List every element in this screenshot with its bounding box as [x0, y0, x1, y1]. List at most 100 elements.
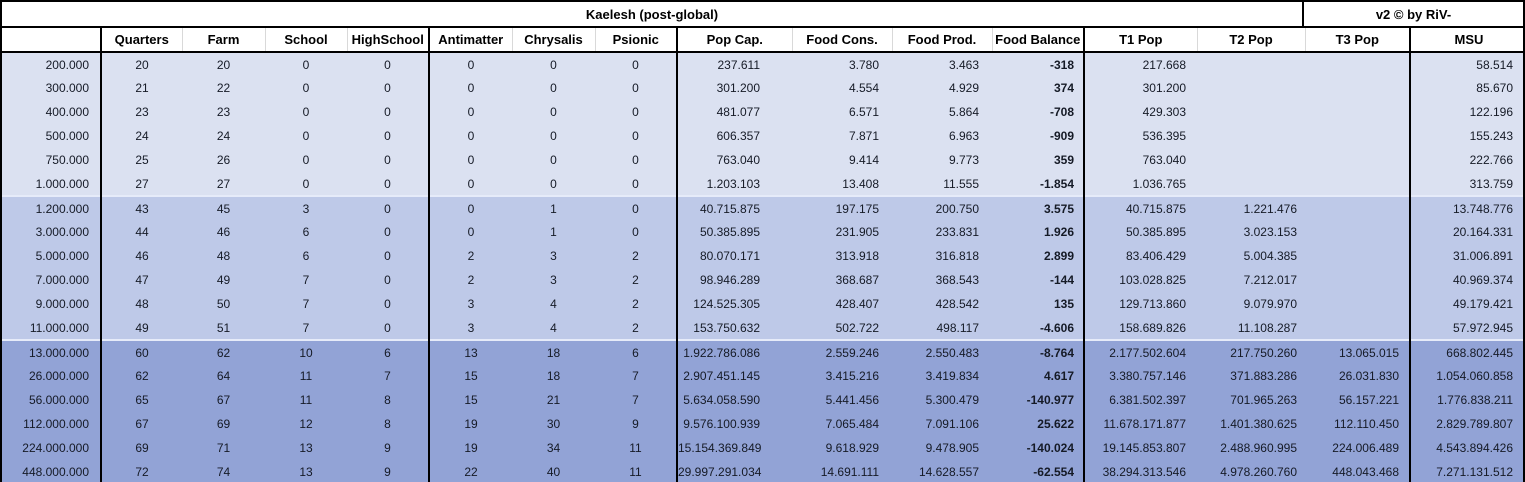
cell-food_cons[interactable]: 368.687	[792, 268, 892, 292]
cell-chrysalis[interactable]: 30	[512, 412, 595, 436]
cell-population[interactable]: 400.000	[2, 100, 101, 124]
cell-psionic[interactable]: 7	[595, 364, 677, 388]
cell-chrysalis[interactable]: 3	[512, 268, 595, 292]
cell-pop_cap[interactable]: 1.203.103	[676, 172, 792, 196]
cell-antimatter[interactable]: 0	[428, 100, 512, 124]
cell-food_prod[interactable]: 316.818	[892, 244, 992, 268]
cell-food_balance[interactable]: -708	[992, 100, 1084, 124]
cell-highschool[interactable]: 0	[347, 100, 429, 124]
cell-t1_pop[interactable]: 6.381.502.397	[1083, 388, 1197, 412]
cell-msu[interactable]: 122.196	[1409, 100, 1523, 124]
column-header-t3_pop[interactable]: T3 Pop	[1304, 28, 1410, 53]
cell-t2_pop[interactable]: 371.883.286	[1197, 364, 1305, 388]
cell-highschool[interactable]: 0	[347, 268, 429, 292]
cell-farm[interactable]: 67	[182, 388, 265, 412]
cell-food_balance[interactable]: 2.899	[992, 244, 1084, 268]
cell-t3_pop[interactable]	[1305, 172, 1410, 196]
cell-food_balance[interactable]: -140.024	[992, 436, 1084, 460]
cell-t1_pop[interactable]: 2.177.502.604	[1083, 339, 1197, 364]
cell-antimatter[interactable]: 0	[428, 220, 512, 244]
column-header-antimatter[interactable]: Antimatter	[428, 28, 512, 53]
cell-t3_pop[interactable]	[1305, 148, 1410, 172]
cell-school[interactable]: 11	[265, 388, 347, 412]
cell-quarters[interactable]: 47	[100, 268, 182, 292]
cell-antimatter[interactable]: 3	[428, 316, 512, 340]
cell-quarters[interactable]: 72	[100, 460, 182, 482]
cell-t1_pop[interactable]: 103.028.825	[1083, 268, 1197, 292]
cell-t3_pop[interactable]	[1305, 292, 1410, 316]
cell-highschool[interactable]: 0	[347, 244, 429, 268]
cell-t3_pop[interactable]	[1305, 52, 1410, 76]
cell-food_balance[interactable]: -144	[992, 268, 1084, 292]
cell-farm[interactable]: 26	[182, 148, 265, 172]
cell-t1_pop[interactable]: 158.689.826	[1083, 316, 1197, 340]
cell-antimatter[interactable]: 19	[428, 412, 512, 436]
cell-population[interactable]: 224.000.000	[2, 436, 101, 460]
cell-food_balance[interactable]: -4.606	[992, 316, 1084, 340]
column-header-farm[interactable]: Farm	[181, 28, 265, 53]
cell-chrysalis[interactable]: 0	[512, 148, 595, 172]
cell-quarters[interactable]: 44	[100, 220, 182, 244]
cell-psionic[interactable]: 0	[595, 220, 677, 244]
cell-t2_pop[interactable]: 3.023.153	[1197, 220, 1305, 244]
cell-food_cons[interactable]: 7.065.484	[792, 412, 892, 436]
cell-food_prod[interactable]: 9.478.905	[892, 436, 992, 460]
cell-pop_cap[interactable]: 5.634.058.590	[676, 388, 792, 412]
cell-food_balance[interactable]: -318	[992, 52, 1084, 76]
cell-t1_pop[interactable]: 1.036.765	[1083, 172, 1197, 196]
cell-food_cons[interactable]: 5.441.456	[792, 388, 892, 412]
cell-msu[interactable]: 58.514	[1409, 52, 1523, 76]
cell-chrysalis[interactable]: 40	[512, 460, 595, 482]
cell-msu[interactable]: 57.972.945	[1409, 316, 1523, 340]
cell-t1_pop[interactable]: 763.040	[1083, 148, 1197, 172]
cell-population[interactable]: 1.000.000	[2, 172, 101, 196]
cell-food_cons[interactable]: 9.618.929	[792, 436, 892, 460]
cell-pop_cap[interactable]: 2.907.451.145	[676, 364, 792, 388]
cell-farm[interactable]: 20	[182, 52, 265, 76]
cell-food_balance[interactable]: 25.622	[992, 412, 1084, 436]
cell-population[interactable]: 11.000.000	[2, 316, 101, 340]
cell-quarters[interactable]: 67	[100, 412, 182, 436]
cell-school[interactable]: 0	[265, 100, 347, 124]
cell-highschool[interactable]: 9	[347, 436, 429, 460]
cell-food_balance[interactable]: -8.764	[992, 339, 1084, 364]
cell-school[interactable]: 6	[265, 220, 347, 244]
cell-farm[interactable]: 51	[182, 316, 265, 340]
cell-population[interactable]: 300.000	[2, 76, 101, 100]
cell-highschool[interactable]: 8	[347, 388, 429, 412]
cell-pop_cap[interactable]: 301.200	[676, 76, 792, 100]
cell-t2_pop[interactable]: 217.750.260	[1197, 339, 1305, 364]
cell-t1_pop[interactable]: 50.385.895	[1083, 220, 1197, 244]
cell-quarters[interactable]: 48	[100, 292, 182, 316]
cell-farm[interactable]: 23	[182, 100, 265, 124]
cell-food_prod[interactable]: 3.463	[892, 52, 992, 76]
cell-highschool[interactable]: 6	[347, 339, 429, 364]
cell-t1_pop[interactable]: 129.713.860	[1083, 292, 1197, 316]
cell-t3_pop[interactable]	[1305, 316, 1410, 340]
cell-quarters[interactable]: 69	[100, 436, 182, 460]
cell-t2_pop[interactable]: 701.965.263	[1197, 388, 1305, 412]
cell-food_prod[interactable]: 3.419.834	[892, 364, 992, 388]
cell-antimatter[interactable]: 15	[428, 364, 512, 388]
cell-antimatter[interactable]: 19	[428, 436, 512, 460]
cell-school[interactable]: 7	[265, 268, 347, 292]
cell-quarters[interactable]: 27	[100, 172, 182, 196]
cell-school[interactable]: 7	[265, 316, 347, 340]
cell-chrysalis[interactable]: 0	[512, 100, 595, 124]
cell-antimatter[interactable]: 0	[428, 76, 512, 100]
cell-population[interactable]: 3.000.000	[2, 220, 101, 244]
cell-t1_pop[interactable]: 429.303	[1083, 100, 1197, 124]
cell-t3_pop[interactable]	[1305, 195, 1410, 220]
cell-t3_pop[interactable]: 112.110.450	[1305, 412, 1410, 436]
cell-psionic[interactable]: 11	[595, 436, 677, 460]
cell-food_cons[interactable]: 13.408	[792, 172, 892, 196]
cell-population[interactable]: 26.000.000	[2, 364, 101, 388]
cell-farm[interactable]: 48	[182, 244, 265, 268]
cell-pop_cap[interactable]: 763.040	[676, 148, 792, 172]
cell-msu[interactable]: 7.271.131.512	[1409, 460, 1523, 482]
cell-highschool[interactable]: 0	[347, 124, 429, 148]
cell-psionic[interactable]: 0	[595, 148, 677, 172]
cell-psionic[interactable]: 0	[595, 195, 677, 220]
cell-antimatter[interactable]: 15	[428, 388, 512, 412]
cell-msu[interactable]: 1.776.838.211	[1409, 388, 1523, 412]
